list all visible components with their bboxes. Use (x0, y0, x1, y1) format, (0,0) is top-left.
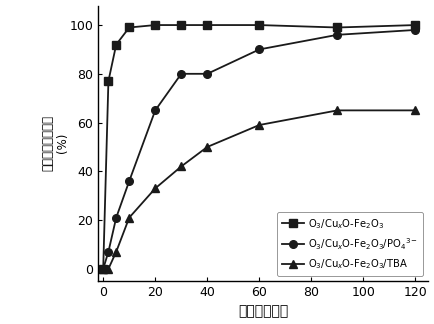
X-axis label: 时间（分钟）: 时间（分钟） (238, 305, 288, 318)
Line: O$_3$/Cu$_x$O-Fe$_2$O$_3$/TBA: O$_3$/Cu$_x$O-Fe$_2$O$_3$/TBA (99, 107, 419, 273)
O$_3$/Cu$_x$O-Fe$_2$O$_3$ (114, 43, 119, 47)
O$_3$/Cu$_x$O-Fe$_2$O$_3$/TBA (106, 267, 111, 271)
O$_3$/Cu$_x$O-Fe$_2$O$_3$/PO$_4$$^{3-}$ (114, 216, 119, 220)
O$_3$/Cu$_x$O-Fe$_2$O$_3$ (179, 23, 184, 27)
O$_3$/Cu$_x$O-Fe$_2$O$_3$/TBA (257, 123, 262, 127)
O$_3$/Cu$_x$O-Fe$_2$O$_3$ (106, 79, 111, 83)
O$_3$/Cu$_x$O-Fe$_2$O$_3$/PO$_4$$^{3-}$ (153, 109, 158, 112)
O$_3$/Cu$_x$O-Fe$_2$O$_3$/PO$_4$$^{3-}$ (205, 72, 210, 76)
O$_3$/Cu$_x$O-Fe$_2$O$_3$/PO$_4$$^{3-}$ (413, 28, 418, 32)
O$_3$/Cu$_x$O-Fe$_2$O$_3$ (413, 23, 418, 27)
O$_3$/Cu$_x$O-Fe$_2$O$_3$ (335, 26, 340, 29)
O$_3$/Cu$_x$O-Fe$_2$O$_3$ (101, 267, 106, 271)
O$_3$/Cu$_x$O-Fe$_2$O$_3$/TBA (335, 109, 340, 112)
O$_3$/Cu$_x$O-Fe$_2$O$_3$ (205, 23, 210, 27)
O$_3$/Cu$_x$O-Fe$_2$O$_3$/PO$_4$$^{3-}$ (335, 33, 340, 37)
Legend: O$_3$/Cu$_x$O-Fe$_2$O$_3$, O$_3$/Cu$_x$O-Fe$_2$O$_3$/PO$_4$$^{3-}$, O$_3$/Cu$_x$: O$_3$/Cu$_x$O-Fe$_2$O$_3$, O$_3$/Cu$_x$O… (277, 212, 424, 276)
O$_3$/Cu$_x$O-Fe$_2$O$_3$/TBA (101, 267, 106, 271)
O$_3$/Cu$_x$O-Fe$_2$O$_3$ (257, 23, 262, 27)
O$_3$/Cu$_x$O-Fe$_2$O$_3$/TBA (127, 216, 132, 220)
O$_3$/Cu$_x$O-Fe$_2$O$_3$/PO$_4$$^{3-}$ (101, 267, 106, 271)
Text: 邻苯二甲酸二甲酸
(%): 邻苯二甲酸二甲酸 (%) (41, 115, 69, 171)
O$_3$/Cu$_x$O-Fe$_2$O$_3$/TBA (153, 186, 158, 190)
O$_3$/Cu$_x$O-Fe$_2$O$_3$/PO$_4$$^{3-}$ (106, 250, 111, 254)
O$_3$/Cu$_x$O-Fe$_2$O$_3$ (153, 23, 158, 27)
O$_3$/Cu$_x$O-Fe$_2$O$_3$/PO$_4$$^{3-}$ (179, 72, 184, 76)
O$_3$/Cu$_x$O-Fe$_2$O$_3$/TBA (413, 109, 418, 112)
Line: O$_3$/Cu$_x$O-Fe$_2$O$_3$/PO$_4$$^{3-}$: O$_3$/Cu$_x$O-Fe$_2$O$_3$/PO$_4$$^{3-}$ (99, 26, 419, 273)
O$_3$/Cu$_x$O-Fe$_2$O$_3$ (127, 26, 132, 29)
O$_3$/Cu$_x$O-Fe$_2$O$_3$/TBA (179, 165, 184, 168)
O$_3$/Cu$_x$O-Fe$_2$O$_3$/TBA (205, 145, 210, 149)
O$_3$/Cu$_x$O-Fe$_2$O$_3$/TBA (114, 250, 119, 254)
O$_3$/Cu$_x$O-Fe$_2$O$_3$/PO$_4$$^{3-}$ (257, 48, 262, 52)
Line: O$_3$/Cu$_x$O-Fe$_2$O$_3$: O$_3$/Cu$_x$O-Fe$_2$O$_3$ (99, 21, 419, 273)
O$_3$/Cu$_x$O-Fe$_2$O$_3$/PO$_4$$^{3-}$ (127, 179, 132, 183)
